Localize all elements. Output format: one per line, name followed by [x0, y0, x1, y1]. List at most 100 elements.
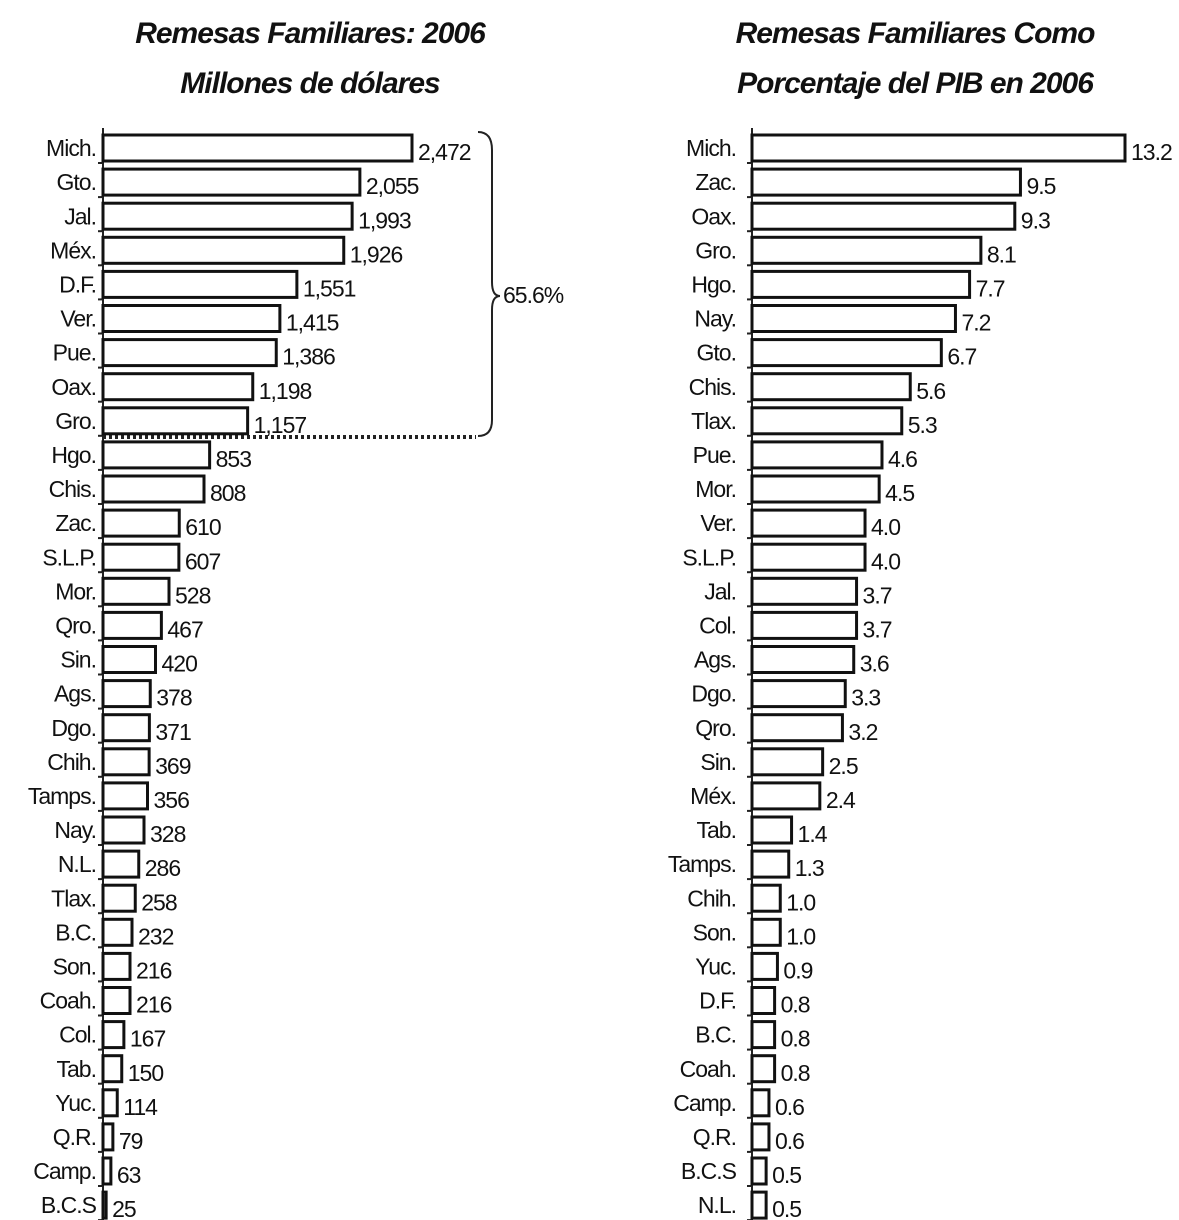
value-label: 2.5 — [829, 753, 858, 779]
value-label: 216 — [136, 957, 172, 983]
bar — [750, 338, 943, 368]
category-label: Mich. — [46, 135, 96, 161]
bar — [101, 133, 414, 163]
value-label: 420 — [162, 651, 198, 677]
bar — [101, 1020, 126, 1050]
bar — [750, 1020, 777, 1050]
category-label: Jal. — [704, 578, 736, 604]
category-label: Col. — [699, 612, 736, 638]
value-label: 8.1 — [987, 241, 1016, 267]
value-label: 0.8 — [781, 992, 810, 1018]
category-label: Gro. — [695, 237, 736, 263]
category-label: Q.R. — [53, 1124, 96, 1150]
bar — [750, 713, 844, 743]
bar — [750, 1088, 771, 1118]
bar — [750, 815, 794, 845]
value-label: 286 — [145, 855, 181, 881]
bar — [101, 849, 141, 879]
category-label: Qro. — [695, 715, 736, 741]
category-label: Ags. — [694, 647, 736, 673]
value-label: 2.4 — [826, 787, 856, 813]
value-label: 1,386 — [282, 344, 335, 370]
category-label: B.C. — [695, 1022, 736, 1048]
value-label: 4.5 — [885, 480, 914, 506]
value-label: 7.2 — [961, 310, 990, 336]
value-label: 9.3 — [1021, 207, 1050, 233]
chart-title: Remesas Familiares: 2006 — [135, 17, 486, 50]
value-label: 2,472 — [418, 139, 471, 165]
bar — [750, 372, 912, 402]
value-label: 5.3 — [908, 412, 937, 438]
bar — [101, 1122, 115, 1152]
value-label: 3.7 — [863, 616, 892, 642]
value-label: 232 — [138, 923, 174, 949]
value-label: 0.6 — [775, 1128, 804, 1154]
value-label: 63 — [117, 1162, 141, 1188]
bar — [101, 304, 282, 333]
category-label: Nay. — [694, 306, 736, 332]
bar — [101, 372, 255, 402]
value-label: 0.5 — [772, 1196, 801, 1220]
value-label: 528 — [175, 582, 211, 608]
value-label: 4.0 — [871, 514, 900, 540]
category-label: Col. — [59, 1022, 96, 1048]
category-label: Jal. — [64, 203, 96, 229]
bar — [750, 883, 782, 913]
value-label: 216 — [136, 992, 172, 1018]
category-label: Hgo. — [51, 442, 96, 468]
category-label: Yuc. — [55, 1090, 96, 1116]
bar — [750, 679, 847, 709]
bar — [750, 917, 782, 947]
category-label: Tamps. — [28, 783, 96, 809]
value-label: 114 — [123, 1094, 158, 1120]
bar — [750, 133, 1127, 163]
bar — [101, 474, 206, 504]
category-label: Tab. — [57, 1056, 96, 1082]
bar — [750, 542, 867, 572]
brace — [477, 131, 501, 437]
category-label: Son. — [53, 953, 96, 979]
bar — [101, 815, 146, 845]
value-label: 369 — [155, 753, 191, 779]
category-label: Camp. — [673, 1090, 736, 1116]
bar — [101, 781, 149, 811]
bar — [750, 951, 779, 981]
bar — [750, 849, 791, 879]
bar — [101, 167, 362, 197]
bar — [101, 883, 137, 913]
bar — [101, 235, 346, 265]
chart-title: Remesas Familiares Como — [736, 17, 1096, 50]
bar — [750, 474, 881, 504]
category-label: B.C. — [55, 919, 96, 945]
category-label: D.F. — [699, 988, 736, 1014]
category-label: Chis. — [689, 374, 736, 400]
category-label: Hgo. — [691, 271, 736, 297]
bar — [101, 713, 151, 743]
category-label: N.L. — [58, 851, 96, 877]
value-label: 9.5 — [1026, 173, 1055, 199]
value-label: 79 — [119, 1128, 143, 1154]
category-label: Tlax. — [691, 408, 736, 434]
value-label: 371 — [155, 719, 191, 745]
category-label: Gto. — [57, 169, 96, 195]
category-label: Tamps. — [668, 851, 736, 877]
category-label: Camp. — [33, 1158, 96, 1184]
category-label: Qro. — [55, 612, 96, 638]
bar — [750, 986, 777, 1015]
category-label: Gto. — [697, 340, 736, 366]
bar — [750, 406, 904, 436]
category-label: Nay. — [54, 817, 96, 843]
bar — [101, 508, 181, 538]
category-label: Ags. — [54, 681, 96, 707]
bar — [101, 951, 132, 981]
category-label: Mor. — [695, 476, 736, 502]
bar — [750, 508, 867, 538]
category-label: Tlax. — [51, 885, 96, 911]
bar — [750, 167, 1022, 197]
bar — [750, 576, 859, 606]
category-label: Méx. — [50, 237, 96, 263]
value-label: 610 — [185, 514, 221, 540]
category-label: Dgo. — [691, 681, 736, 707]
value-label: 1,926 — [350, 241, 403, 267]
